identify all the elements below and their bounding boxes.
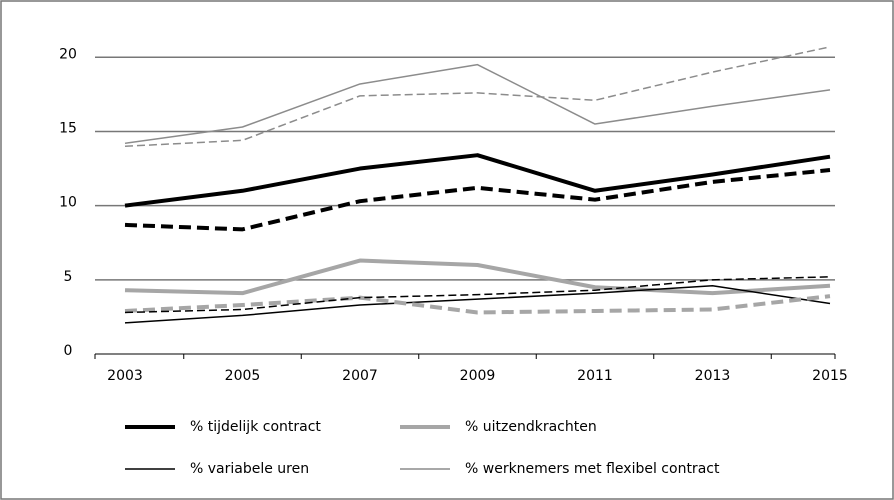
x-tick-label: 2009 <box>460 368 496 384</box>
series-line <box>124 46 831 148</box>
x-tick-label: 2011 <box>577 368 613 384</box>
y-tick-label: 15 <box>59 120 77 136</box>
x-tick-label: 2003 <box>107 368 143 384</box>
series-line <box>124 294 831 315</box>
series-line <box>124 168 831 232</box>
y-tick-label: 20 <box>59 46 77 62</box>
series-line <box>124 153 831 208</box>
y-tick-label: 5 <box>64 269 73 285</box>
series-line <box>124 284 831 324</box>
legend-label: % werknemers met flexibel contract <box>465 461 720 477</box>
x-tick-label: 2013 <box>695 368 731 384</box>
y-tick-label: 10 <box>59 195 77 211</box>
series-line <box>124 258 831 296</box>
x-tick-label: 2015 <box>812 368 848 384</box>
series-line <box>124 63 831 145</box>
x-tick-label: 2007 <box>342 368 378 384</box>
series-line <box>124 276 831 314</box>
y-tick-label: 0 <box>64 343 73 359</box>
legend-label: % variabele uren <box>190 461 309 477</box>
legend-label: % uitzendkrachten <box>465 419 597 435</box>
x-tick-label: 2005 <box>225 368 261 384</box>
legend-label: % tijdelijk contract <box>190 419 321 435</box>
